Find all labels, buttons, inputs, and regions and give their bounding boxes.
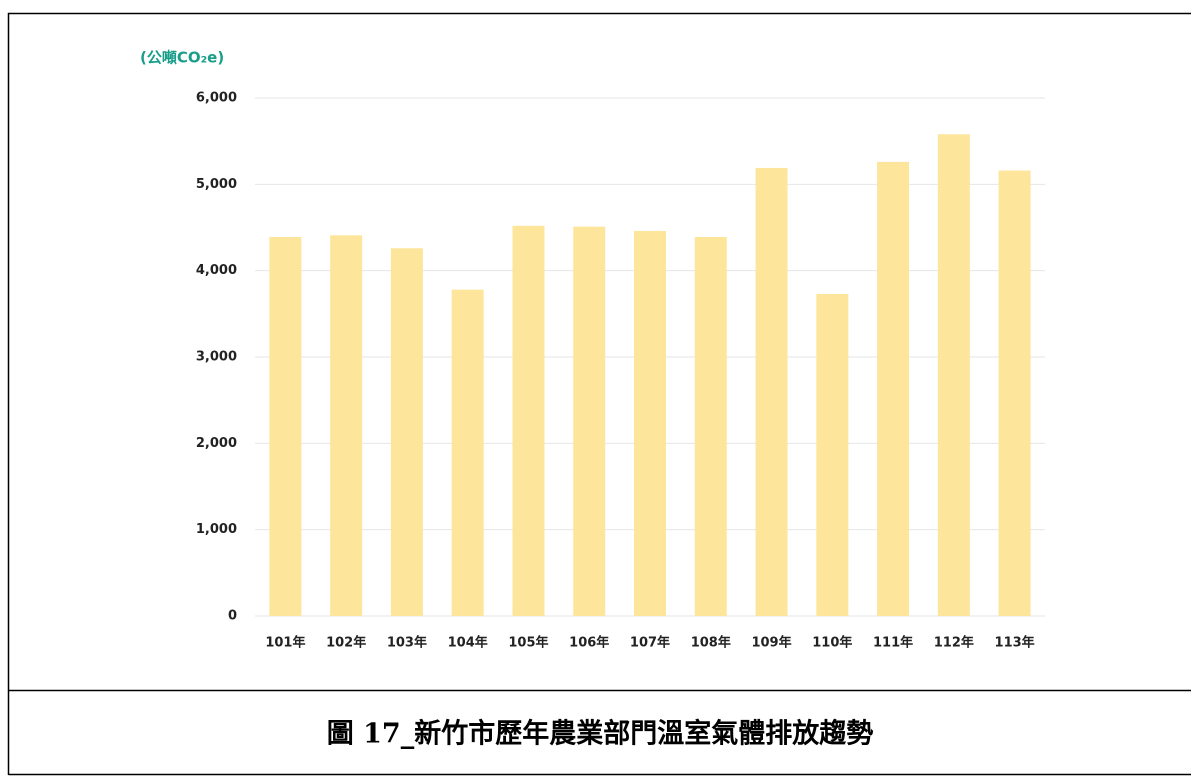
y-tick-label: 6,000 bbox=[196, 91, 237, 106]
bar bbox=[816, 293, 849, 616]
frame bbox=[7, 12, 1191, 776]
y-axis-label: (公噸CO₂e) bbox=[140, 49, 224, 67]
x-tick-label: 101年 bbox=[265, 635, 305, 651]
x-tick-label: 105年 bbox=[508, 635, 548, 651]
y-tick-label: 2,000 bbox=[196, 436, 237, 451]
x-tick-label: 112年 bbox=[934, 635, 974, 651]
x-tick-label: 102年 bbox=[326, 635, 366, 651]
x-tick-label: 103年 bbox=[387, 635, 427, 651]
bar bbox=[998, 170, 1031, 616]
y-tick-label: 5,000 bbox=[196, 177, 237, 192]
bar bbox=[269, 236, 302, 616]
bar bbox=[573, 226, 606, 617]
bar bbox=[877, 161, 910, 617]
caption: 圖 17_新竹市歷年農業部門溫室氣體排放趨勢 bbox=[327, 718, 873, 750]
x-tick-label: 109年 bbox=[751, 635, 791, 651]
y-tick-label: 4,000 bbox=[196, 263, 237, 278]
x-tick-label: 107年 bbox=[630, 635, 670, 651]
bar bbox=[330, 235, 363, 616]
y-tick-label: 3,000 bbox=[196, 350, 237, 365]
y-tick-label: 0 bbox=[228, 609, 237, 624]
bar bbox=[634, 230, 666, 616]
bar bbox=[512, 225, 545, 617]
x-tick-label: 110年 bbox=[812, 635, 852, 651]
x-tick-label: 111年 bbox=[873, 635, 913, 651]
y-tick-label: 1,000 bbox=[196, 522, 237, 537]
bar bbox=[390, 248, 423, 616]
x-tick-label: 106年 bbox=[569, 635, 609, 651]
x-tick-label: 108年 bbox=[691, 635, 731, 651]
bar bbox=[937, 134, 970, 616]
bar bbox=[755, 167, 788, 616]
bar bbox=[694, 236, 727, 616]
x-tick-label: 113年 bbox=[995, 635, 1035, 651]
x-tick-label: 104年 bbox=[448, 635, 488, 651]
bar bbox=[451, 289, 484, 616]
